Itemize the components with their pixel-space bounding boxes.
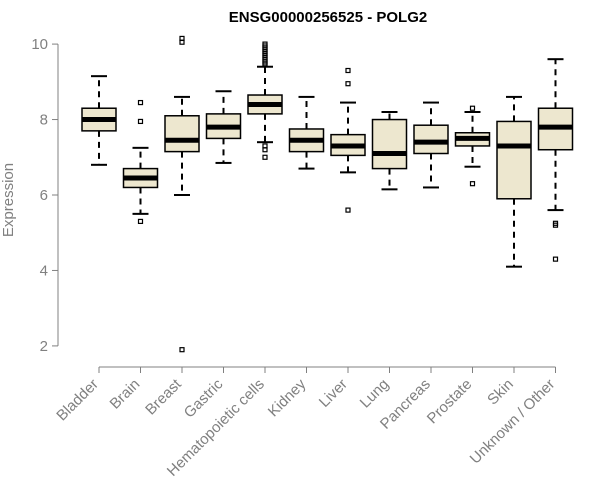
box-iqr: [413, 124, 449, 155]
box-group: [330, 67, 366, 213]
box-group: [81, 75, 117, 166]
outlier-point: [137, 99, 144, 106]
outlier-point: [137, 118, 144, 125]
x-tick-label: Bladder: [53, 376, 102, 425]
x-tick-label: Kidney: [265, 375, 310, 420]
y-axis-label: Expression: [0, 163, 17, 237]
outlier-point: [345, 207, 351, 213]
x-tick-label: Prostate: [424, 376, 476, 428]
outlier-point: [262, 143, 268, 149]
outlier-point: [345, 67, 351, 74]
box-series: [81, 35, 574, 353]
y-tick-label: 4: [40, 262, 48, 279]
x-tick-label: Brain: [107, 376, 144, 413]
outlier-point: [179, 347, 185, 353]
box-group: [413, 101, 449, 189]
outlier-point: [262, 154, 268, 160]
y-axis: 2 4 6 8 10: [31, 36, 59, 355]
outlier-point: [345, 81, 351, 87]
outlier-point: [552, 220, 559, 226]
outlier-point: [469, 181, 476, 187]
box-group: [371, 111, 408, 191]
box-group: [205, 90, 242, 164]
box-iqr: [371, 118, 408, 170]
box-group: [247, 41, 283, 160]
y-tick-label: 2: [40, 338, 48, 355]
box-group: [454, 105, 491, 187]
box-iqr: [496, 120, 532, 200]
outlier-point: [552, 256, 559, 262]
outlier-point: [469, 105, 476, 111]
chart-title: ENSG00000256525 - POLG2: [229, 9, 427, 26]
box-group: [537, 58, 574, 262]
y-tick-label: 8: [40, 112, 48, 129]
x-tick-label: Breast: [142, 375, 185, 418]
box-group: [288, 95, 325, 170]
x-tick-label: Skin: [484, 376, 517, 409]
x-tick-label: Liver: [316, 376, 351, 411]
outlier-point: [137, 218, 144, 225]
x-tick-label: Lung: [357, 376, 393, 412]
outlier-point: [262, 41, 268, 47]
outlier-point: [179, 35, 185, 42]
box-group: [496, 95, 532, 268]
y-tick-label: 10: [31, 36, 48, 53]
box-group: [164, 35, 200, 353]
y-tick-label: 6: [40, 187, 48, 204]
box-iqr: [164, 115, 200, 153]
box-group: [122, 99, 159, 225]
